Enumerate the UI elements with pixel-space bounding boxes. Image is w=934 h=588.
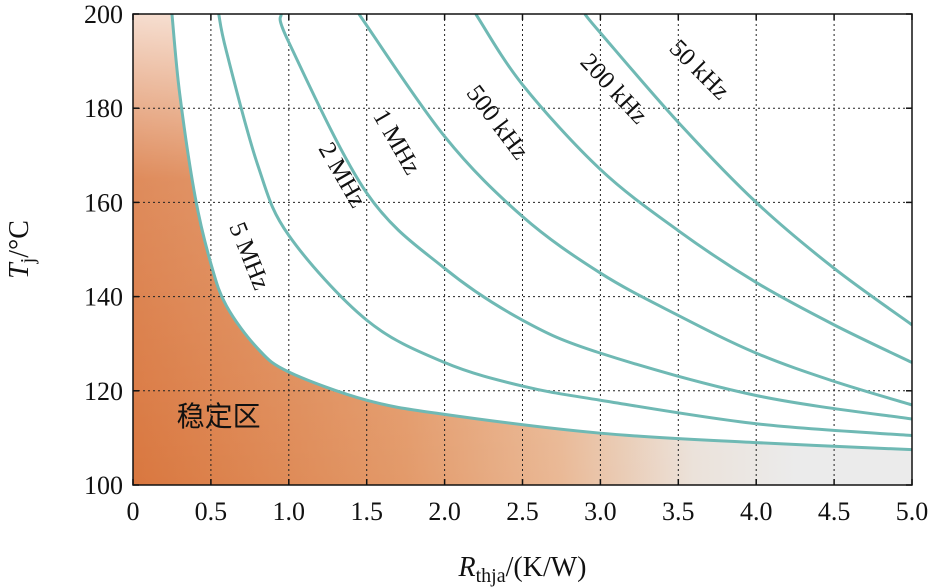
series-line: [217, 14, 912, 438]
series-line: [170, 14, 912, 452]
x-tick-label: 4.5: [818, 497, 851, 526]
y-tick-label: 140: [84, 283, 123, 312]
x-tick-label: 0: [127, 497, 140, 526]
y-tick-label: 100: [84, 471, 123, 500]
y-tick-label: 200: [84, 0, 123, 29]
x-tick-label: 3.0: [584, 497, 617, 526]
series-line: [583, 14, 912, 327]
y-tick-label: 120: [84, 377, 123, 406]
y-axis-label-unit: /°C: [4, 220, 35, 258]
series-label: 5 MHz: [223, 219, 274, 294]
series-label: 200 kHz: [575, 49, 653, 130]
y-axis-label-main: T: [4, 261, 35, 279]
series-label: 50 kHz: [664, 35, 735, 106]
x-tick-label: 2.0: [428, 497, 461, 526]
y-tick-label: 180: [84, 94, 123, 123]
series-line: [474, 14, 912, 364]
series-line: [357, 14, 912, 407]
x-tick-label: 1.0: [273, 497, 306, 526]
series-label: 500 kHz: [461, 80, 534, 164]
stable-region: [133, 14, 912, 485]
axis-ticks: 0 0.5 1.0 1.5 2.0 2.5 3.0 3.5 4.0 4.5 5.0 100 120 140…: [84, 0, 928, 526]
y-tick-label: 160: [84, 188, 123, 217]
region-label: 稳定区: [177, 400, 261, 433]
stable-region-fade: [133, 14, 912, 485]
x-tick-label: 2.5: [506, 497, 539, 526]
series-label: 2 MHz: [313, 138, 371, 212]
y-axis-label: Tj/°C: [4, 220, 39, 279]
series-label: 1 MHz: [367, 105, 425, 179]
x-tick-label: 3.5: [662, 497, 695, 526]
curves: [170, 14, 912, 452]
x-tick-label: 5.0: [896, 497, 929, 526]
x-tick-label: 0.5: [195, 497, 228, 526]
x-axis-label-unit: /(K/W): [506, 552, 587, 583]
y-axis-label-sub: j: [17, 258, 39, 265]
x-tick-label: 4.0: [740, 497, 773, 526]
x-axis-label-main: R: [458, 552, 476, 583]
grid: [133, 14, 912, 485]
x-axis-label-sub: thja: [476, 565, 506, 587]
series-line: [278, 14, 912, 421]
x-axis-label: Rthja/(K/W): [458, 552, 587, 587]
x-tick-label: 1.5: [350, 497, 383, 526]
